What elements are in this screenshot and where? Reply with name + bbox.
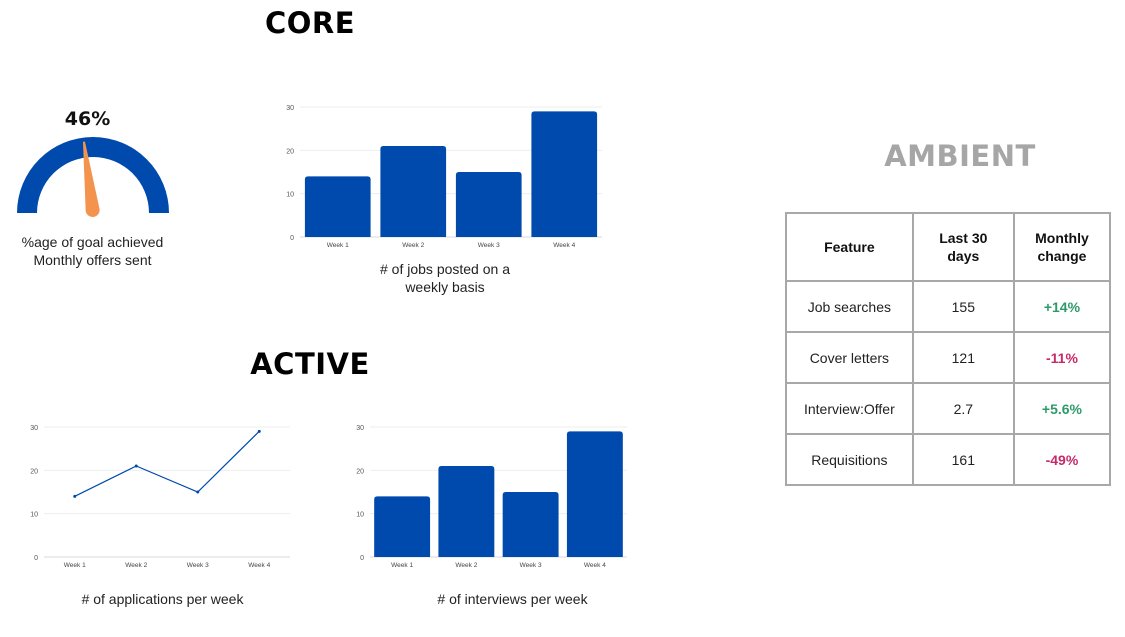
y-tick-label: 10 [356,512,364,519]
interviews-caption: # of interviews per week [437,591,588,607]
cell-last30: 2.7 [911,382,1015,435]
jobs-caption-line2: weekly basis [405,279,485,295]
header-last30-line1: Last 30 [939,230,988,246]
x-tick-label: Week 2 [402,242,424,249]
bar [502,492,559,557]
bar [374,496,431,557]
jobs-caption-line1: # of jobs posted on a [380,261,510,277]
header-change: Monthly change [1012,212,1112,282]
bar [438,466,495,557]
x-tick-label: Week 2 [125,562,147,569]
bar [380,146,447,237]
y-tick-label: 0 [360,555,364,562]
table-row: Interview:Offer 2.7 +5.6% [785,382,1112,435]
cell-feature: Interview:Offer [785,382,914,435]
header-change-line2: change [1037,248,1087,264]
y-tick-label: 30 [30,425,38,432]
active-heading: ACTIVE [250,347,370,381]
x-tick-label: Week 3 [187,562,209,569]
jobs-caption: # of jobs posted on a weekly basis [355,260,535,296]
cell-change: -11% [1012,331,1112,384]
y-tick-label: 30 [286,105,294,112]
data-point [257,429,261,433]
interviews-chart: 0 10 20 30 Week 1 Week 2 Week 3 Week 4 [356,425,627,569]
header-last30-line2: days [947,248,980,264]
x-tick-label: Week 4 [248,562,270,569]
y-tick-label: 0 [34,555,38,562]
data-point [134,464,138,468]
gauge-arc [17,137,169,213]
cell-change: -49% [1012,433,1112,486]
gauge-caption: %age of goal achieved Monthly offers sen… [5,233,180,269]
core-heading: CORE [264,6,356,40]
y-tick-label: 20 [30,468,38,475]
cell-last30: 121 [911,331,1015,384]
cell-change: +14% [1012,280,1112,333]
applications-chart: 0 10 20 30 Week 1 Week 2 Week 3 Week 4 [30,425,290,569]
ambient-table-header-row: Feature Last 30 days Monthly change [785,212,1112,282]
header-last30: Last 30 days [911,212,1015,282]
header-feature: Feature [785,212,914,282]
x-tick-label: Week 4 [553,242,575,249]
x-tick-label: Week 3 [520,562,542,569]
series-line [74,430,260,497]
x-tick-label: Week 1 [327,242,349,249]
ambient-table: Feature Last 30 days Monthly change Job … [785,212,1112,486]
x-tick-label: Week 1 [391,562,413,569]
gauge-caption-line1: %age of goal achieved [21,234,164,250]
cell-feature: Cover letters [785,331,914,384]
x-tick-label: Week 4 [584,562,606,569]
bar [455,172,522,237]
y-tick-label: 10 [30,512,38,519]
data-point [196,490,200,494]
x-tick-label: Week 2 [455,562,477,569]
y-tick-label: 20 [286,148,294,155]
gauge-caption-line2: Monthly offers sent [33,252,152,268]
x-tick-label: Week 3 [478,242,500,249]
table-row: Cover letters 121 -11% [785,331,1112,384]
table-row: Job searches 155 +14% [785,280,1112,333]
y-tick-label: 20 [356,468,364,475]
gauge-value: 46% [64,108,111,130]
applications-caption: # of applications per week [81,591,244,607]
x-tick-label: Week 1 [64,562,86,569]
bar [304,176,371,237]
y-tick-label: 30 [356,425,364,432]
data-point [73,494,77,498]
offers-gauge: 46% [10,105,180,225]
bar [531,111,598,237]
jobs-posted-chart: 0 10 20 30 Week 1 Week 2 Week 3 Week 4 [286,105,602,249]
y-tick-label: 0 [290,235,294,242]
header-change-line1: Monthly [1035,230,1089,246]
y-tick-label: 10 [286,192,294,199]
table-row: Requisitions 161 -49% [785,433,1112,486]
cell-feature: Requisitions [785,433,914,486]
gauge-chart [17,137,169,218]
cell-feature: Job searches [785,280,914,333]
cell-last30: 155 [911,280,1015,333]
cell-change: +5.6% [1012,382,1112,435]
ambient-heading: AMBIENT [884,139,1036,173]
cell-last30: 161 [911,433,1015,486]
gauge-needle [82,141,100,218]
bar [566,431,623,557]
